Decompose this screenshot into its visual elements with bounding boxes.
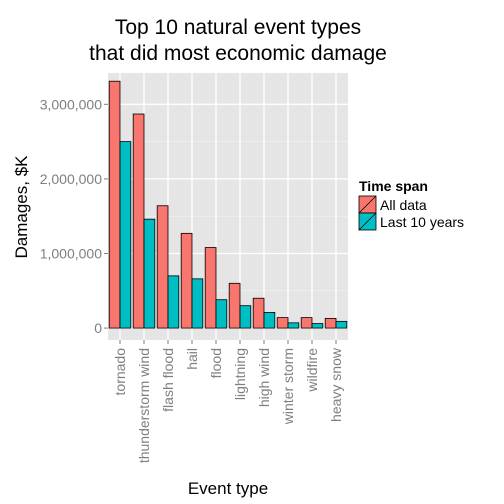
bars: [108, 80, 348, 329]
bar-last-10-years: [119, 141, 132, 329]
x-axis-title: Event type: [188, 479, 268, 498]
legend-title: Time span: [359, 178, 428, 194]
x-tick-label: high wind: [256, 348, 272, 407]
bar-all-data: [300, 317, 313, 329]
x-axis-ticks: tornado thunderstorm wind flash flood hail f…: [112, 340, 344, 463]
bar-all-data: [228, 282, 241, 329]
bar-last-10-years: [287, 322, 300, 329]
x-tick-label: heavy snow: [328, 347, 344, 422]
x-tick-label: flash flood: [160, 348, 176, 412]
x-tick-label: tornado: [112, 348, 128, 396]
y-tick-label: 3,000,000: [40, 96, 102, 112]
y-tick-label: 1,000,000: [40, 245, 102, 261]
legend-label: Last 10 years: [380, 214, 464, 230]
bar-all-data: [276, 317, 289, 329]
x-tick-label: thunderstorm wind: [136, 348, 152, 463]
bar-last-10-years: [335, 320, 348, 329]
x-tick-label: hail: [184, 348, 200, 370]
bar-last-10-years: [239, 305, 252, 329]
bar-last-10-years: [311, 323, 324, 329]
y-axis-title: Damages, $K: [12, 155, 31, 259]
bar-all-data: [180, 232, 193, 329]
bar-last-10-years: [167, 275, 180, 329]
y-axis-ticks: 0 1,000,000 2,000,000 3,000,000: [40, 96, 108, 336]
x-tick-label: winter storm: [280, 348, 296, 425]
bar-all-data: [324, 317, 337, 329]
bar-all-data: [132, 113, 145, 329]
bar-all-data: [156, 205, 169, 329]
chart-title-line-1: Top 10 natural event types: [115, 16, 361, 39]
legend-label: All data: [380, 197, 427, 213]
bar-last-10-years: [263, 312, 276, 329]
x-tick-label: lightning: [232, 348, 248, 400]
y-tick-label: 2,000,000: [40, 171, 102, 187]
bar-last-10-years: [215, 299, 228, 329]
x-tick-label: wildfire: [304, 348, 320, 393]
y-tick-label: 0: [94, 320, 102, 336]
legend-key-slash: [358, 195, 377, 214]
bar-all-data: [108, 80, 121, 329]
chart-title-line-2: that did most economic damage: [89, 42, 387, 65]
bar-all-data: [252, 297, 265, 329]
bar-all-data: [204, 247, 217, 329]
legend-key-slash: [358, 212, 377, 231]
bar-last-10-years: [191, 278, 204, 329]
x-tick-label: flood: [208, 348, 224, 378]
bar-last-10-years: [143, 218, 156, 329]
